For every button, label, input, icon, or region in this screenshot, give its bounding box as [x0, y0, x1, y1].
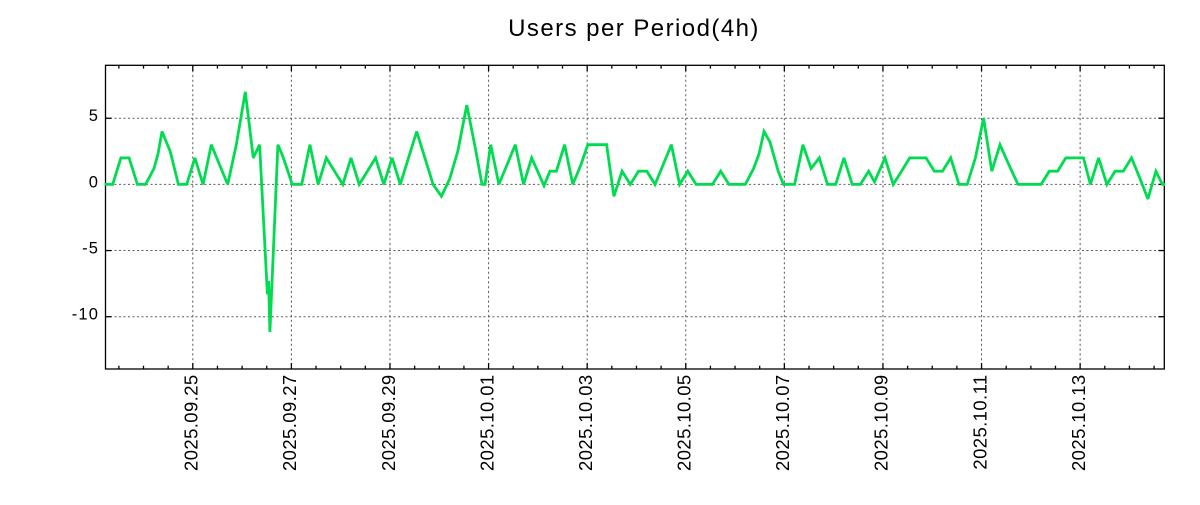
svg-text:2025.09.27: 2025.09.27 — [279, 374, 300, 471]
svg-text:-5: -5 — [82, 240, 99, 258]
svg-text:2025.10.05: 2025.10.05 — [674, 374, 695, 471]
svg-text:-10: -10 — [72, 306, 99, 324]
svg-text:2025.10.07: 2025.10.07 — [772, 374, 793, 471]
svg-text:2025.09.25: 2025.09.25 — [181, 374, 202, 471]
svg-text:2025.09.29: 2025.09.29 — [378, 374, 399, 471]
svg-text:Users per Period(4h): Users per Period(4h) — [508, 15, 760, 42]
svg-text:2025.10.09: 2025.10.09 — [871, 374, 892, 471]
svg-text:2025.10.13: 2025.10.13 — [1068, 374, 1089, 471]
svg-text:2025.10.03: 2025.10.03 — [575, 374, 596, 471]
svg-text:0: 0 — [89, 173, 99, 191]
svg-text:2025.10.11: 2025.10.11 — [969, 374, 990, 469]
svg-text:2025.10.01: 2025.10.01 — [476, 374, 497, 471]
svg-text:5: 5 — [89, 107, 99, 125]
